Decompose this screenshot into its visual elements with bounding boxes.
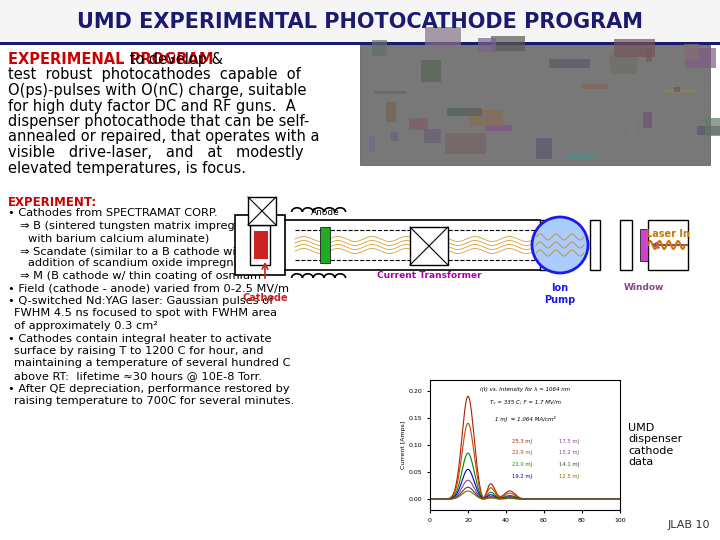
Bar <box>254 231 268 259</box>
Bar <box>614 39 654 57</box>
Text: of approximately 0.3 cm²: of approximately 0.3 cm² <box>14 321 158 331</box>
Text: for high duty factor DC and RF guns.  A: for high duty factor DC and RF guns. A <box>8 98 296 113</box>
Bar <box>536 138 552 159</box>
Bar <box>684 44 699 60</box>
Bar <box>425 27 461 49</box>
Text: with barium calcium aluminate): with barium calcium aluminate) <box>28 233 210 244</box>
Text: Current Transformer: Current Transformer <box>377 271 481 280</box>
Text: EXPERIMENT:: EXPERIMENT: <box>8 195 97 208</box>
Text: ⇒ B (sintered tungsten matrix impregnated: ⇒ B (sintered tungsten matrix impregnate… <box>20 221 268 231</box>
Bar <box>491 36 526 51</box>
Circle shape <box>532 217 588 273</box>
Bar <box>485 125 512 131</box>
Text: Cathode: Cathode <box>242 293 288 303</box>
Text: Window: Window <box>624 283 664 292</box>
Text: dispenser photocathode that can be self-: dispenser photocathode that can be self- <box>8 114 310 129</box>
Text: • Cathodes contain integral heater to activate: • Cathodes contain integral heater to ac… <box>8 334 271 343</box>
Text: O(ps)-pulses with O(nC) charge, suitable: O(ps)-pulses with O(nC) charge, suitable <box>8 83 307 98</box>
Bar <box>705 118 720 136</box>
Bar <box>567 153 597 159</box>
Text: Anode: Anode <box>310 208 339 217</box>
Bar <box>0 0 720 42</box>
Text: 15.2 mJ: 15.2 mJ <box>559 450 580 455</box>
Bar <box>620 220 632 270</box>
Bar <box>540 220 550 270</box>
Text: Ion
Pump: Ion Pump <box>544 283 575 305</box>
Bar <box>675 87 680 92</box>
Bar <box>386 102 395 122</box>
Bar <box>647 49 652 62</box>
Text: UMD EXPERIMENTAL PHOTOCATHODE PROGRAM: UMD EXPERIMENTAL PHOTOCATHODE PROGRAM <box>77 12 643 32</box>
Text: annealed or repaired, that operates with a: annealed or repaired, that operates with… <box>8 130 320 145</box>
Text: raising temperature to 700C for several minutes.: raising temperature to 700C for several … <box>14 396 294 406</box>
Text: maintaining a temperature of several hundred C: maintaining a temperature of several hun… <box>14 359 290 368</box>
Bar <box>648 220 688 270</box>
Bar <box>235 215 285 275</box>
Text: ⇒ M (B cathode w/ thin coating of osmium: ⇒ M (B cathode w/ thin coating of osmium <box>20 271 261 281</box>
Text: elevated temperatures, is focus.: elevated temperatures, is focus. <box>8 160 246 176</box>
Bar <box>320 227 330 263</box>
Text: 1 mJ  ≈ 1.064 MA/cm²: 1 mJ ≈ 1.064 MA/cm² <box>495 416 555 422</box>
Bar <box>369 136 375 152</box>
Text: JLAB 10: JLAB 10 <box>667 520 710 530</box>
Y-axis label: Current [Amps]: Current [Amps] <box>401 421 406 469</box>
Text: to develop &: to develop & <box>125 52 223 67</box>
Bar <box>697 126 720 135</box>
Text: i(t) vs. Intensity for λ = 1064 nm: i(t) vs. Intensity for λ = 1064 nm <box>480 387 570 392</box>
Text: test  robust  photocathodes  capable  of: test robust photocathodes capable of <box>8 68 301 83</box>
Bar <box>447 108 482 116</box>
Bar <box>469 110 503 126</box>
Bar <box>685 48 716 68</box>
Text: Tᵥ = 335 C; F = 1.7 MV/m: Tᵥ = 335 C; F = 1.7 MV/m <box>490 400 560 404</box>
Bar <box>0 42 720 45</box>
Bar <box>250 225 270 265</box>
Bar <box>640 229 648 261</box>
Bar <box>391 132 397 141</box>
Text: above RT:  lifetime ≈30 hours @ 10E-8 Torr.: above RT: lifetime ≈30 hours @ 10E-8 Tor… <box>14 371 262 381</box>
Text: Laser In: Laser In <box>646 229 690 239</box>
Text: • Q-switched Nd:YAG laser: Gaussian pulses of: • Q-switched Nd:YAG laser: Gaussian puls… <box>8 296 274 306</box>
Bar <box>630 122 636 141</box>
Bar <box>549 59 590 68</box>
Text: 21.0 mJ: 21.0 mJ <box>512 462 532 467</box>
Bar <box>421 60 441 82</box>
Text: 17.5 mJ: 17.5 mJ <box>559 438 580 443</box>
Bar <box>610 55 637 73</box>
Text: • After QE depreciation, performance restored by: • After QE depreciation, performance res… <box>8 383 289 394</box>
Text: surface by raising T to 1200 C for hour, and: surface by raising T to 1200 C for hour,… <box>14 346 264 356</box>
Bar <box>445 133 485 154</box>
Bar <box>581 84 608 89</box>
Bar <box>643 112 652 129</box>
Bar <box>410 227 448 265</box>
Bar <box>478 38 496 52</box>
Text: addition of scandium oxide impregnate): addition of scandium oxide impregnate) <box>28 259 256 268</box>
Text: UMD
dispenser
cathode
data: UMD dispenser cathode data <box>628 423 683 468</box>
Bar <box>372 39 387 56</box>
Text: • Field (cathode - anode) varied from 0-2.5 MV/m: • Field (cathode - anode) varied from 0-… <box>8 284 289 294</box>
Bar <box>374 91 406 94</box>
Text: visible   drive-laser,   and   at   modestly: visible drive-laser, and at modestly <box>8 145 304 160</box>
Text: 19.2 mJ: 19.2 mJ <box>512 474 532 478</box>
Bar <box>663 90 696 93</box>
Text: 22.9 mJ: 22.9 mJ <box>512 450 532 455</box>
Text: 14.1 mJ: 14.1 mJ <box>559 462 580 467</box>
Text: ⇒ Scandate (similar to a B cathode with the: ⇒ Scandate (similar to a B cathode with … <box>20 246 270 256</box>
Text: 12.5 mJ: 12.5 mJ <box>559 474 580 478</box>
Bar <box>409 118 428 130</box>
Bar <box>423 130 441 143</box>
Bar <box>248 197 276 225</box>
Text: EXPERIMENAL PROGRAM: EXPERIMENAL PROGRAM <box>8 52 214 67</box>
Bar <box>360 45 710 165</box>
Text: FWHM 4.5 ns focused to spot with FWHM area: FWHM 4.5 ns focused to spot with FWHM ar… <box>14 308 277 319</box>
Bar <box>590 220 600 270</box>
Text: 25.3 mJ: 25.3 mJ <box>512 438 531 443</box>
Text: • Cathodes from SPECTRAMAT CORP.: • Cathodes from SPECTRAMAT CORP. <box>8 208 217 219</box>
